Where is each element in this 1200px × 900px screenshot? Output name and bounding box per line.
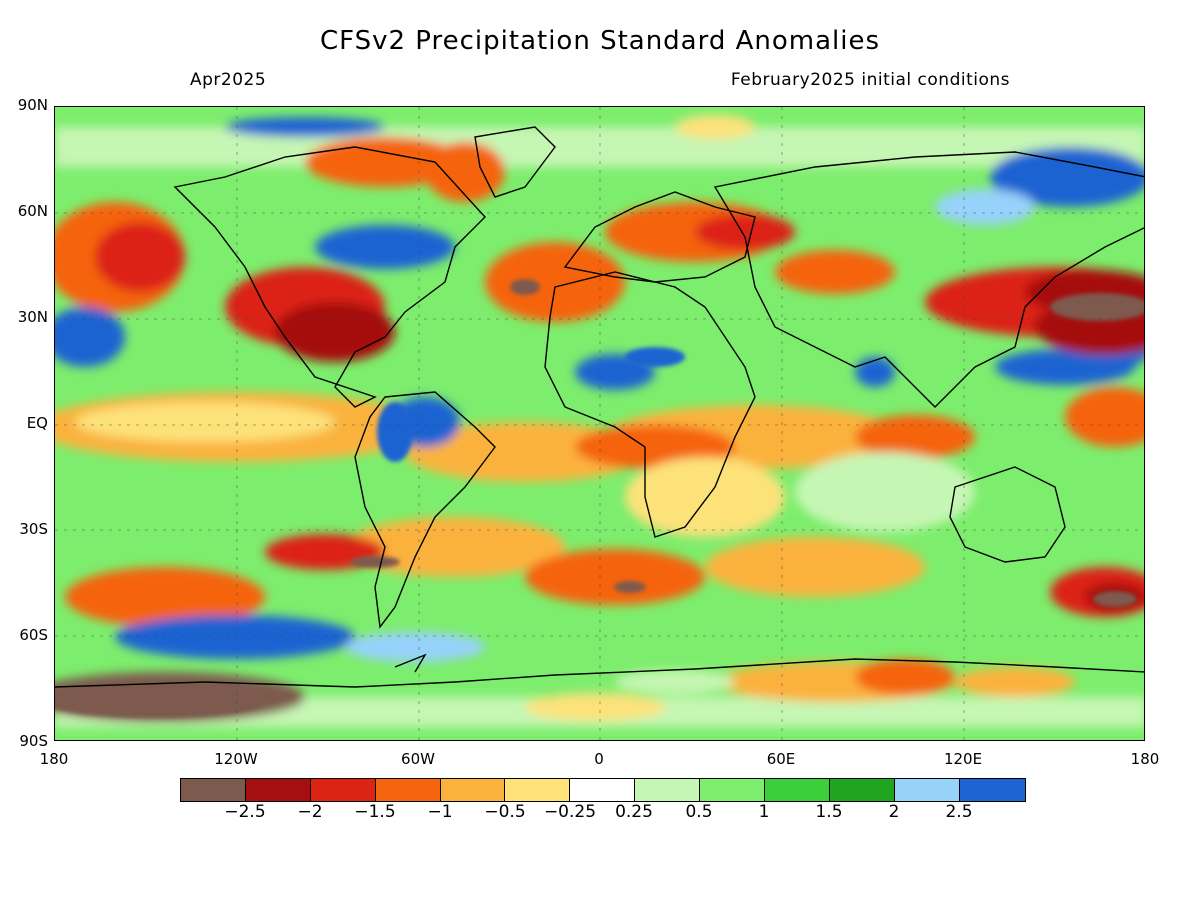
lat-label-30n: 30N — [17, 308, 48, 326]
colorbar-label: 2 — [888, 802, 900, 822]
anomaly-map-svg — [55, 107, 1144, 740]
valid-month-label: Apr2025 — [190, 70, 267, 90]
lon-label-0: 0 — [594, 750, 604, 768]
anomaly-map — [54, 106, 1145, 741]
color-bar — [180, 778, 1026, 802]
lon-label-120w: 120W — [214, 750, 258, 768]
lon-label-120e: 120E — [943, 750, 983, 768]
lon-label-180w: 180 — [39, 750, 69, 768]
lat-label-30s: 30S — [19, 520, 48, 538]
color-swatch — [829, 779, 895, 801]
color-swatch — [570, 779, 636, 801]
colorbar-label: −2 — [297, 802, 323, 822]
colorbar-label: 1 — [758, 802, 770, 822]
color-swatch — [310, 779, 376, 801]
color-swatch — [894, 779, 960, 801]
colorbar-label: 0.25 — [615, 802, 653, 822]
lon-label-180e: 180 — [1130, 750, 1160, 768]
colorbar-label: −0.25 — [543, 802, 597, 822]
colorbar-label: −2.5 — [224, 802, 266, 822]
colorbar-label: −1.5 — [354, 802, 396, 822]
lat-label-60n: 60N — [17, 202, 48, 220]
chart-title: CFSv2 Precipitation Standard Anomalies — [319, 26, 881, 56]
colorbar-label: −1 — [427, 802, 453, 822]
color-swatch — [700, 779, 766, 801]
lat-label-60s: 60S — [19, 626, 48, 644]
color-swatch — [245, 779, 311, 801]
anomaly-cores — [55, 279, 1144, 718]
colorbar-label: 1.5 — [815, 802, 843, 822]
coastlines — [55, 126, 1144, 688]
colorbar-label: 2.5 — [945, 802, 973, 822]
graticule — [55, 107, 1144, 740]
initial-conditions-label: February2025 initial conditions — [730, 70, 1010, 90]
color-swatch — [375, 779, 441, 801]
color-swatch — [440, 779, 506, 801]
colorbar-label: 0.5 — [685, 802, 713, 822]
lat-label-eq: EQ — [26, 414, 48, 432]
color-swatch — [959, 779, 1025, 801]
lon-label-60e: 60E — [766, 750, 796, 768]
lat-label-90s: 90S — [19, 732, 48, 750]
color-swatch — [765, 779, 830, 801]
color-swatch — [505, 779, 571, 801]
lat-label-90n: 90N — [17, 96, 48, 114]
color-swatch — [181, 779, 246, 801]
lon-label-60w: 60W — [401, 750, 435, 768]
colorbar-label: −0.5 — [484, 802, 526, 822]
anomaly-fields — [55, 115, 1144, 727]
color-swatch — [635, 779, 701, 801]
